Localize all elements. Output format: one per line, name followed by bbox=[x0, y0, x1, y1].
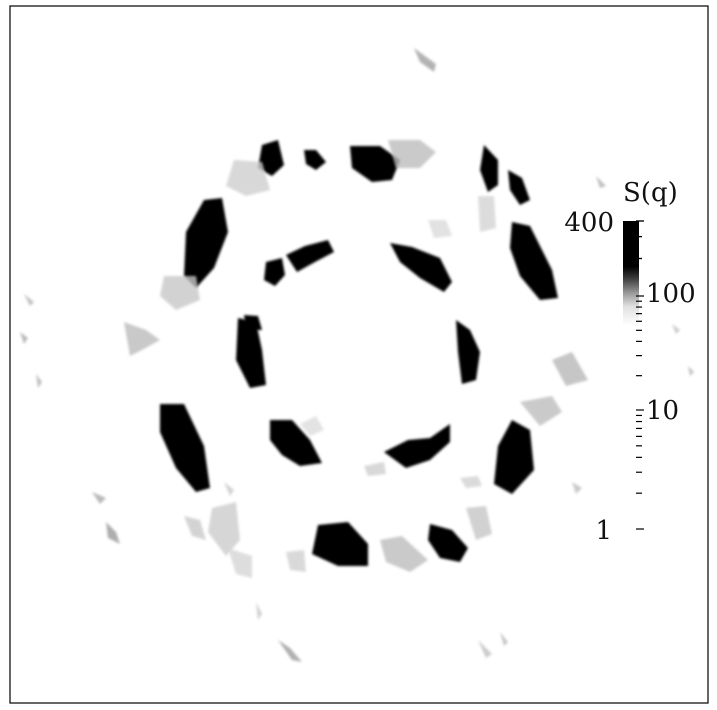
outer-peak-6 bbox=[510, 222, 558, 300]
halo-10 bbox=[208, 502, 240, 556]
outer-peak-9 bbox=[494, 420, 534, 494]
halo-11 bbox=[184, 516, 206, 540]
halo-25 bbox=[478, 640, 492, 658]
colorbar-gradient bbox=[623, 221, 639, 411]
outer-peak-11 bbox=[428, 524, 468, 562]
inner-peak-1 bbox=[264, 258, 285, 286]
halo-28 bbox=[224, 482, 234, 496]
halo-29 bbox=[460, 476, 482, 488]
halo-9 bbox=[380, 536, 428, 572]
outer-peak-1 bbox=[350, 146, 400, 182]
halo-27 bbox=[256, 602, 262, 620]
halo-19 bbox=[20, 332, 28, 344]
colorbar-tick-label-400: 400 bbox=[564, 208, 614, 238]
halo-17 bbox=[106, 522, 120, 544]
halo-30 bbox=[572, 482, 582, 494]
colorbar-tick-label-10: 10 bbox=[646, 396, 679, 426]
inner-peak-8 bbox=[384, 424, 450, 468]
halo-32 bbox=[300, 416, 324, 436]
halo-31 bbox=[364, 462, 386, 476]
halo-3 bbox=[160, 276, 200, 310]
halo-7 bbox=[520, 396, 562, 426]
outer-peak-2 bbox=[258, 140, 284, 176]
halo-5 bbox=[478, 196, 496, 232]
halo-14 bbox=[428, 220, 452, 238]
halo-1 bbox=[388, 140, 436, 168]
halo-13 bbox=[286, 550, 306, 572]
outer-peak-8 bbox=[160, 404, 210, 492]
halo-4 bbox=[124, 322, 160, 356]
colorbar-title: S(q) bbox=[623, 178, 678, 208]
inner-peak-4 bbox=[456, 320, 480, 384]
halo-24 bbox=[672, 324, 680, 334]
inner-peak-7 bbox=[270, 420, 322, 466]
halo-18 bbox=[24, 294, 34, 306]
colorbar-tick-label-1: 1 bbox=[595, 516, 612, 546]
colorbar: S(q) 400 100 10 1 bbox=[564, 178, 695, 546]
inner-peak-6 bbox=[244, 315, 262, 330]
halo-22 bbox=[596, 176, 606, 188]
halo-23 bbox=[688, 366, 694, 376]
colorbar-tick-label-100: 100 bbox=[646, 279, 696, 309]
outer-peak-3 bbox=[304, 150, 326, 170]
halo-21 bbox=[278, 640, 302, 662]
halo-26 bbox=[500, 632, 508, 646]
halo-20 bbox=[36, 374, 42, 388]
heatmap-area bbox=[20, 48, 694, 662]
halo-2 bbox=[226, 160, 270, 196]
plot-frame bbox=[9, 5, 709, 704]
colorbar-minor-ticks bbox=[636, 220, 644, 530]
halo-6 bbox=[552, 352, 588, 386]
inner-peak-2 bbox=[286, 240, 334, 272]
outer-peak-4 bbox=[480, 145, 498, 192]
outer-peak-10 bbox=[312, 522, 368, 566]
inner-peak-3 bbox=[390, 243, 452, 292]
halo-16 bbox=[92, 492, 106, 504]
inner-peak-5 bbox=[236, 318, 266, 388]
outer-peak-7 bbox=[184, 198, 228, 288]
halo-15 bbox=[414, 48, 436, 72]
halo-8 bbox=[466, 506, 492, 540]
outer-peak-5 bbox=[508, 170, 530, 205]
halo-12 bbox=[228, 548, 252, 578]
